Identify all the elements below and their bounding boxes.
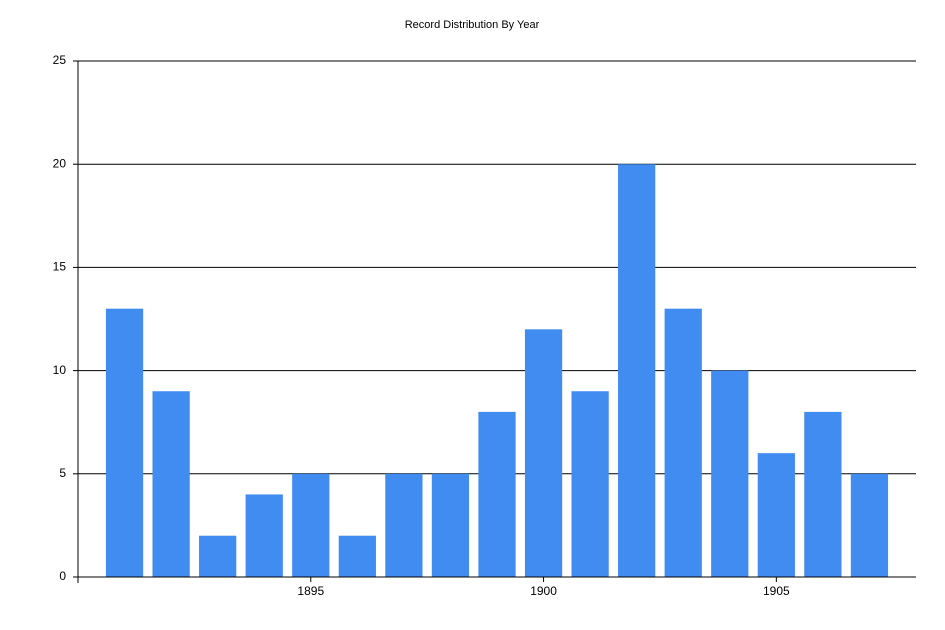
bar xyxy=(524,329,563,577)
chart-title: Record Distribution By Year xyxy=(405,19,540,31)
bar xyxy=(804,411,842,577)
bar xyxy=(664,308,702,577)
bar xyxy=(199,535,237,577)
bar xyxy=(245,494,283,577)
bar xyxy=(618,164,656,577)
y-tick-label: 0 xyxy=(59,569,66,583)
bar xyxy=(571,391,609,577)
y-tick-label: 5 xyxy=(59,466,66,480)
y-tick-label: 20 xyxy=(53,156,67,170)
bar xyxy=(105,308,144,577)
bar xyxy=(431,473,470,577)
y-tick-label: 25 xyxy=(53,53,67,67)
bar xyxy=(385,473,423,577)
bar xyxy=(152,391,190,577)
x-tick-label: 1895 xyxy=(297,584,324,598)
y-tick-label: 15 xyxy=(53,260,67,274)
y-tick-label: 10 xyxy=(53,363,67,377)
bar xyxy=(850,473,889,577)
x-tick-label: 1905 xyxy=(763,584,790,598)
bar xyxy=(478,411,516,577)
bar xyxy=(711,370,749,577)
bar xyxy=(338,535,376,577)
bar xyxy=(292,473,330,577)
x-tick-label: 1900 xyxy=(530,584,557,598)
bar xyxy=(757,453,795,577)
